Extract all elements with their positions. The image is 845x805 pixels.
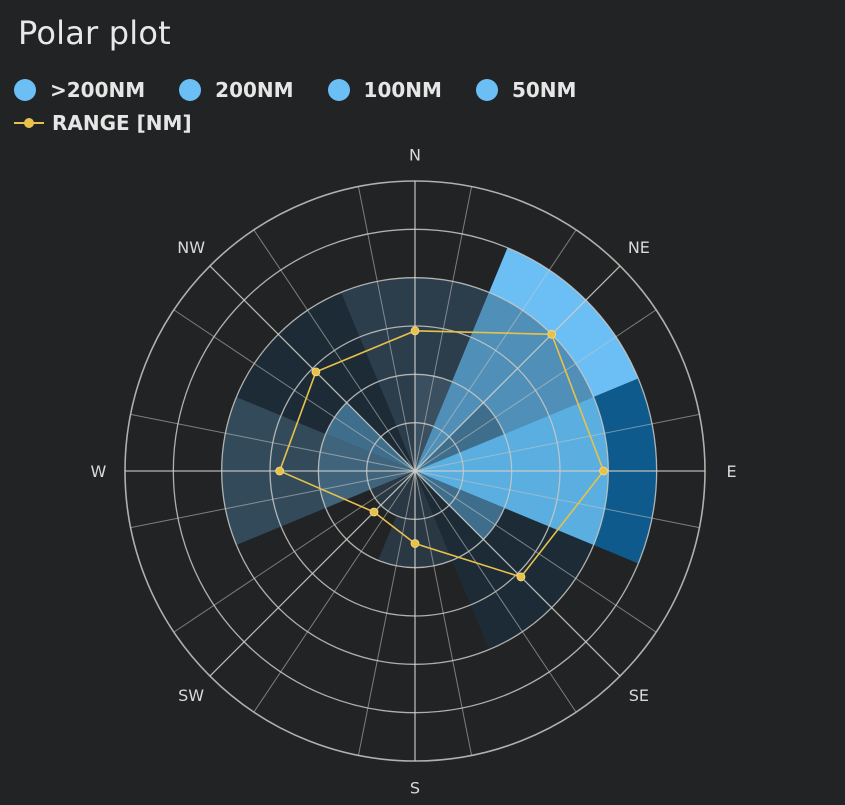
direction-axis	[209, 265, 416, 472]
sector-bar	[325, 402, 415, 471]
direction-label-w: W	[91, 462, 107, 481]
legend-item-over-200nm[interactable]: >200NM	[14, 78, 145, 102]
sector-spoke	[414, 470, 657, 633]
direction-label-s: S	[410, 779, 420, 798]
range-series-point	[410, 539, 420, 548]
legend-label: >200NM	[50, 78, 146, 102]
direction-axis	[209, 470, 416, 677]
sector-spoke	[130, 413, 416, 472]
sector-spoke	[357, 470, 416, 756]
legend-item-50nm[interactable]: 50NM	[475, 78, 577, 102]
legend-label: 50NM	[511, 78, 577, 102]
sector-spoke	[414, 413, 700, 472]
direction-label-n: N	[409, 145, 421, 164]
sector-bar	[415, 402, 505, 471]
sector-spoke	[253, 470, 416, 713]
direction-label-ne: NE	[628, 238, 650, 257]
range-series-point	[547, 329, 557, 339]
sector-spoke	[414, 186, 473, 472]
direction-label-se: SE	[629, 686, 649, 705]
sector-spoke	[357, 186, 416, 472]
legend: >200NM 200NM 100NM 50NM	[14, 78, 610, 102]
direction-axis	[414, 470, 621, 677]
legend-item-range[interactable]: RANGE [NM]	[14, 111, 192, 135]
sector-spoke	[414, 470, 577, 713]
range-series-point	[275, 466, 285, 476]
legend-label: RANGE [NM]	[52, 111, 192, 135]
range-series-point	[599, 466, 608, 476]
sector-spoke	[414, 470, 473, 756]
legend-label: 200NM	[215, 78, 294, 102]
direction-label-sw: SW	[178, 686, 204, 705]
legend-label: 100NM	[363, 78, 442, 102]
chart-title: Polar plot	[18, 14, 171, 52]
direction-axis	[414, 265, 621, 472]
legend-line-marker	[14, 112, 44, 134]
range-series-point	[369, 507, 379, 517]
legend-marker	[475, 79, 498, 101]
sector-spoke	[414, 229, 577, 472]
legend-item-200nm[interactable]: 200NM	[179, 78, 294, 102]
sector-bar	[415, 471, 505, 540]
legend-line-row: RANGE [NM]	[14, 111, 226, 135]
legend-marker	[179, 79, 202, 101]
range-series-point	[516, 572, 526, 582]
direction-label-e: E	[727, 462, 737, 481]
sector-spoke	[173, 470, 416, 633]
sector-spoke	[414, 309, 657, 472]
legend-item-100nm[interactable]: 100NM	[327, 78, 442, 102]
sector-spoke	[173, 309, 416, 472]
sector-spoke	[253, 229, 416, 472]
range-series-point	[311, 367, 321, 377]
sector-spoke	[130, 470, 416, 529]
sector-bar	[415, 374, 452, 471]
direction-label-nw: NW	[177, 238, 205, 257]
legend-marker	[327, 79, 350, 101]
sector-spoke	[414, 470, 700, 529]
legend-marker	[14, 79, 36, 101]
range-series-point	[410, 326, 420, 336]
